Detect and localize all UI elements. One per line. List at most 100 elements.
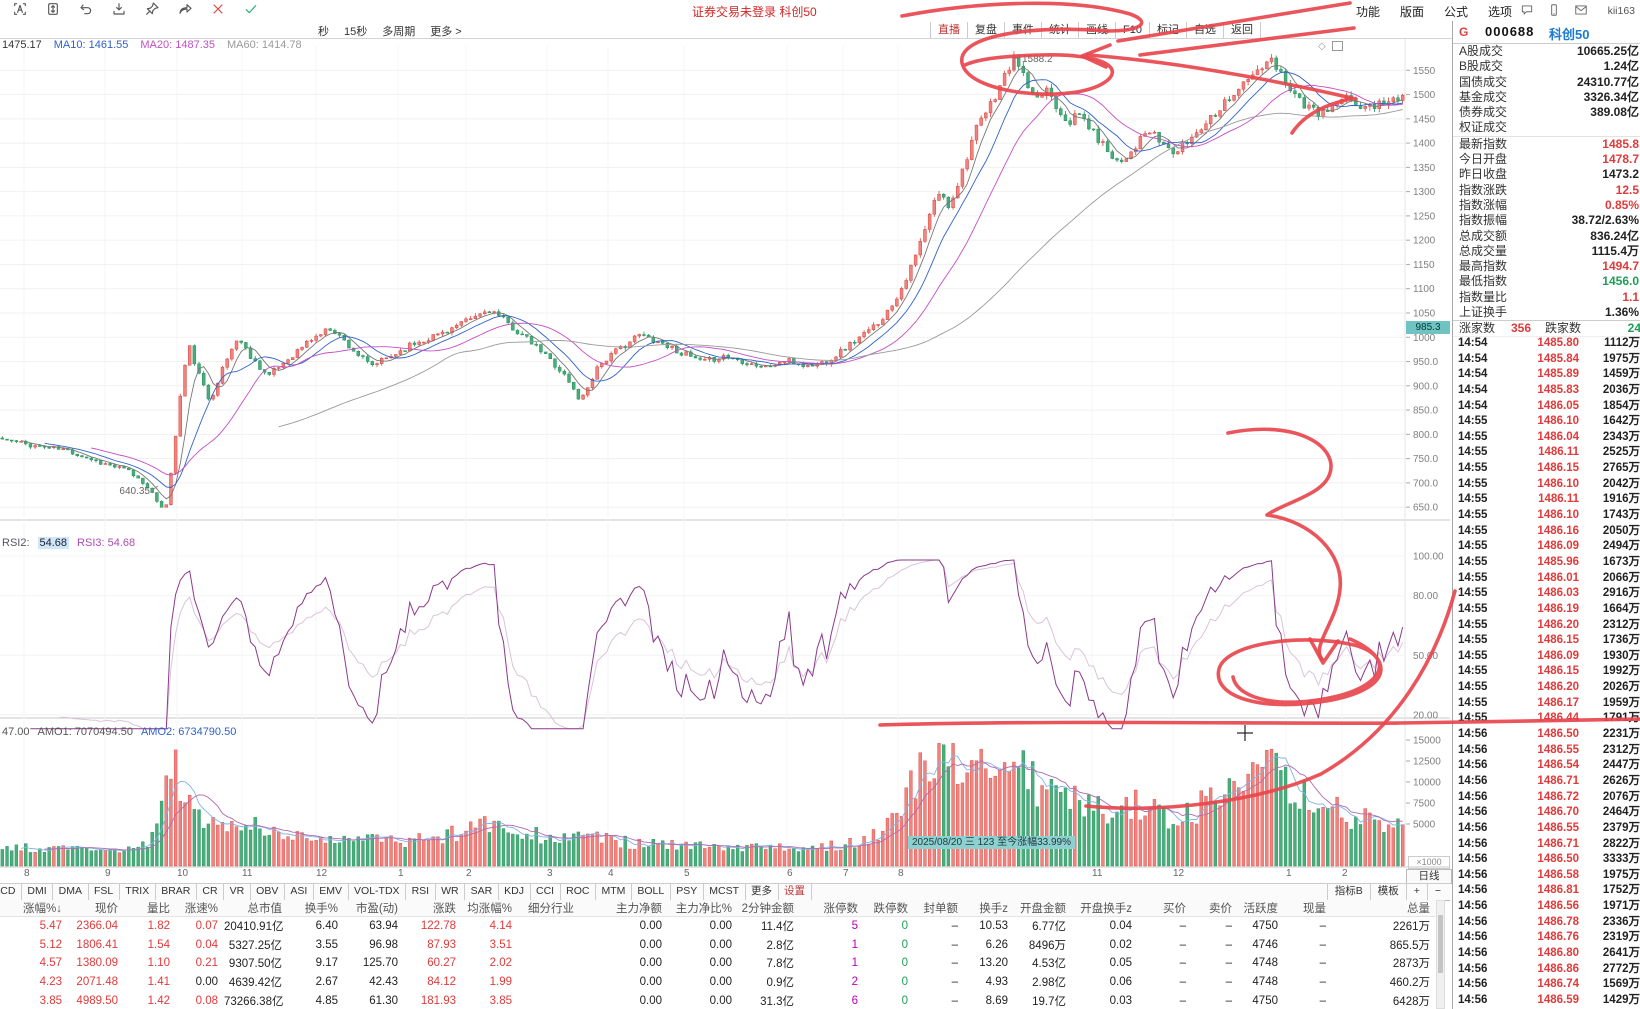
period-item[interactable]: 秒 <box>318 26 329 38</box>
diamond-icon[interactable]: ◇ <box>1318 41 1326 52</box>
column-header[interactable]: 现量 <box>1303 903 1326 915</box>
column-header[interactable]: 开盘金额 <box>1020 903 1066 915</box>
column-header[interactable]: 开盘换手z <box>1080 903 1132 915</box>
column-header[interactable]: 主力净比% <box>675 903 732 915</box>
tab-OBV[interactable]: OBV <box>251 884 285 900</box>
save-tool[interactable] <box>111 1 127 17</box>
fit-tool[interactable] <box>45 1 61 17</box>
column-header[interactable]: 主力净额 <box>616 903 662 915</box>
tab-WR[interactable]: WR <box>436 884 466 900</box>
tab-CCI[interactable]: CCI <box>531 884 561 900</box>
column-header[interactable]: 均涨幅% <box>467 903 512 915</box>
tick-list[interactable]: 14:54 1485.80 1112万 14:54 1485.84 1975万 14:54 1… <box>1453 336 1640 1009</box>
menu-item[interactable]: 功能 <box>1355 5 1380 19</box>
table-row[interactable]: 5.47 2366.04 1.82 0.07 20410.91亿 6.40 63.94 122… <box>0 917 1436 936</box>
tab-VOL-TDX[interactable]: VOL-TDX <box>349 884 407 900</box>
column-header[interactable]: 涨速% <box>184 903 218 915</box>
table-cell: 10.53 <box>979 920 1008 933</box>
chat-icon[interactable] <box>1520 3 1534 22</box>
stock-header[interactable]: G 000688 科创50 <box>1453 21 1640 44</box>
tab-EMV[interactable]: EMV <box>314 884 349 900</box>
nav-button[interactable]: 标记 <box>1149 21 1186 38</box>
column-header[interactable]: 买价 <box>1163 903 1186 915</box>
tab-更多[interactable]: 更多 <box>746 884 779 900</box>
tool-+[interactable]: + <box>1405 884 1427 900</box>
tab-ASI[interactable]: ASI <box>285 884 314 900</box>
tab-FSL[interactable]: FSL <box>89 884 120 900</box>
text-tool[interactable] <box>12 1 28 17</box>
column-header[interactable]: 封单额 <box>923 903 959 915</box>
column-header[interactable]: 换手% <box>304 903 338 915</box>
tab-设置[interactable]: 设置 <box>779 884 812 900</box>
ma-values-row: 1475.17 MA10: 1461.55 MA20: 1487.35 MA60: 1… <box>2 39 302 51</box>
menu-item[interactable]: 选项 <box>1487 5 1512 19</box>
column-header[interactable]: 活跃度 <box>1243 903 1279 915</box>
tab-MACD[interactable]: MACD <box>0 884 22 900</box>
tab-MCST[interactable]: MCST <box>704 884 746 900</box>
tick-row: 14:56 1486.50 2231万 <box>1453 727 1640 743</box>
phone-icon[interactable] <box>1547 3 1561 22</box>
tab-SAR[interactable]: SAR <box>465 884 499 900</box>
pin-tool[interactable] <box>144 1 160 17</box>
column-header[interactable]: 总量 <box>1407 903 1430 915</box>
candlestick-chart[interactable]: 1550150014501400135013001250120011501100… <box>0 0 1450 1009</box>
share-tool[interactable] <box>177 1 193 17</box>
window-icon[interactable] <box>1332 41 1343 54</box>
tick-volume: 1959万 <box>1602 696 1640 709</box>
info-value: 1.1 <box>1622 289 1639 304</box>
column-header[interactable]: 涨跌 <box>433 903 456 915</box>
nav-button[interactable]: 画线 <box>1078 21 1115 38</box>
nav-button[interactable]: 返回 <box>1223 21 1261 38</box>
nav-button[interactable]: 事件 <box>1004 21 1041 38</box>
tab-PSY[interactable]: PSY <box>671 884 704 900</box>
close-tool[interactable] <box>210 1 226 17</box>
menu-item[interactable]: 公式 <box>1443 5 1468 19</box>
tab-KDJ[interactable]: KDJ <box>499 884 531 900</box>
tab-CR[interactable]: CR <box>197 884 225 900</box>
table-row[interactable]: 5.12 1806.41 1.54 0.04 5327.25亿 3.55 96.98 87.9… <box>0 936 1436 955</box>
column-header[interactable]: 量比 <box>147 903 170 915</box>
column-header[interactable]: 2分钟金额 <box>741 903 794 915</box>
column-header[interactable]: 现价 <box>95 903 118 915</box>
tab-MTM[interactable]: MTM <box>596 884 632 900</box>
column-header[interactable]: 涨幅%↓ <box>23 903 62 915</box>
table-row[interactable]: 3.85 4989.50 1.42 0.08 73266.38亿 4.85 61.30 181… <box>0 991 1436 1009</box>
nav-button[interactable]: 自选 <box>1186 21 1223 38</box>
check-tool[interactable] <box>243 1 259 17</box>
column-header[interactable]: 换手z <box>979 903 1008 915</box>
nav-button[interactable]: 直播 <box>930 21 967 38</box>
tab-TRIX[interactable]: TRIX <box>120 884 156 900</box>
tab-ROC[interactable]: ROC <box>561 884 596 900</box>
undo-tool[interactable] <box>78 1 94 17</box>
tab-DMI[interactable]: DMI <box>22 884 54 900</box>
nav-button[interactable]: F10 <box>1115 21 1149 38</box>
tab-BOLL[interactable]: BOLL <box>632 884 671 900</box>
tab-DMA[interactable]: DMA <box>53 884 89 900</box>
nav-button[interactable]: 统计 <box>1041 21 1078 38</box>
period-item[interactable]: 15秒 <box>344 26 368 38</box>
table-row[interactable]: 4.23 2071.48 1.41 0.00 4639.42亿 2.67 42.43 84.1… <box>0 973 1436 992</box>
tool-模板[interactable]: 模板 <box>1369 884 1406 900</box>
column-header[interactable]: 总市值 <box>247 903 283 915</box>
nav-button[interactable]: 复盘 <box>967 21 1004 38</box>
column-header[interactable]: 涨停数 <box>823 903 859 915</box>
month-tick: 7 <box>843 868 849 879</box>
column-header[interactable]: 市盈(动) <box>355 903 398 915</box>
menu-item[interactable]: 版面 <box>1399 5 1424 19</box>
tool-−[interactable]: − <box>1426 884 1448 900</box>
period-daily-button[interactable]: 日线 <box>1406 869 1452 884</box>
tab-VR[interactable]: VR <box>224 884 251 900</box>
table-scrollbar[interactable] <box>1436 900 1445 1009</box>
period-item[interactable]: 更多 > <box>430 26 462 38</box>
mail-icon[interactable] <box>1574 3 1588 22</box>
tab-BRAR[interactable]: BRAR <box>156 884 197 900</box>
tool-指标B[interactable]: 指标B <box>1326 884 1370 900</box>
period-item[interactable]: 多周期 <box>382 26 416 38</box>
column-header[interactable]: 卖价 <box>1209 903 1232 915</box>
column-header[interactable]: 跌停数 <box>873 903 909 915</box>
tab-RSI[interactable]: RSI <box>406 884 436 900</box>
scrollbar-thumb[interactable] <box>1438 915 1443 973</box>
table-row[interactable]: 4.57 1380.09 1.10 0.21 9307.50亿 9.17 125.70 60.… <box>0 954 1436 973</box>
tick-time: 14:55 <box>1458 540 1488 553</box>
column-header[interactable]: 细分行业 <box>528 903 574 915</box>
